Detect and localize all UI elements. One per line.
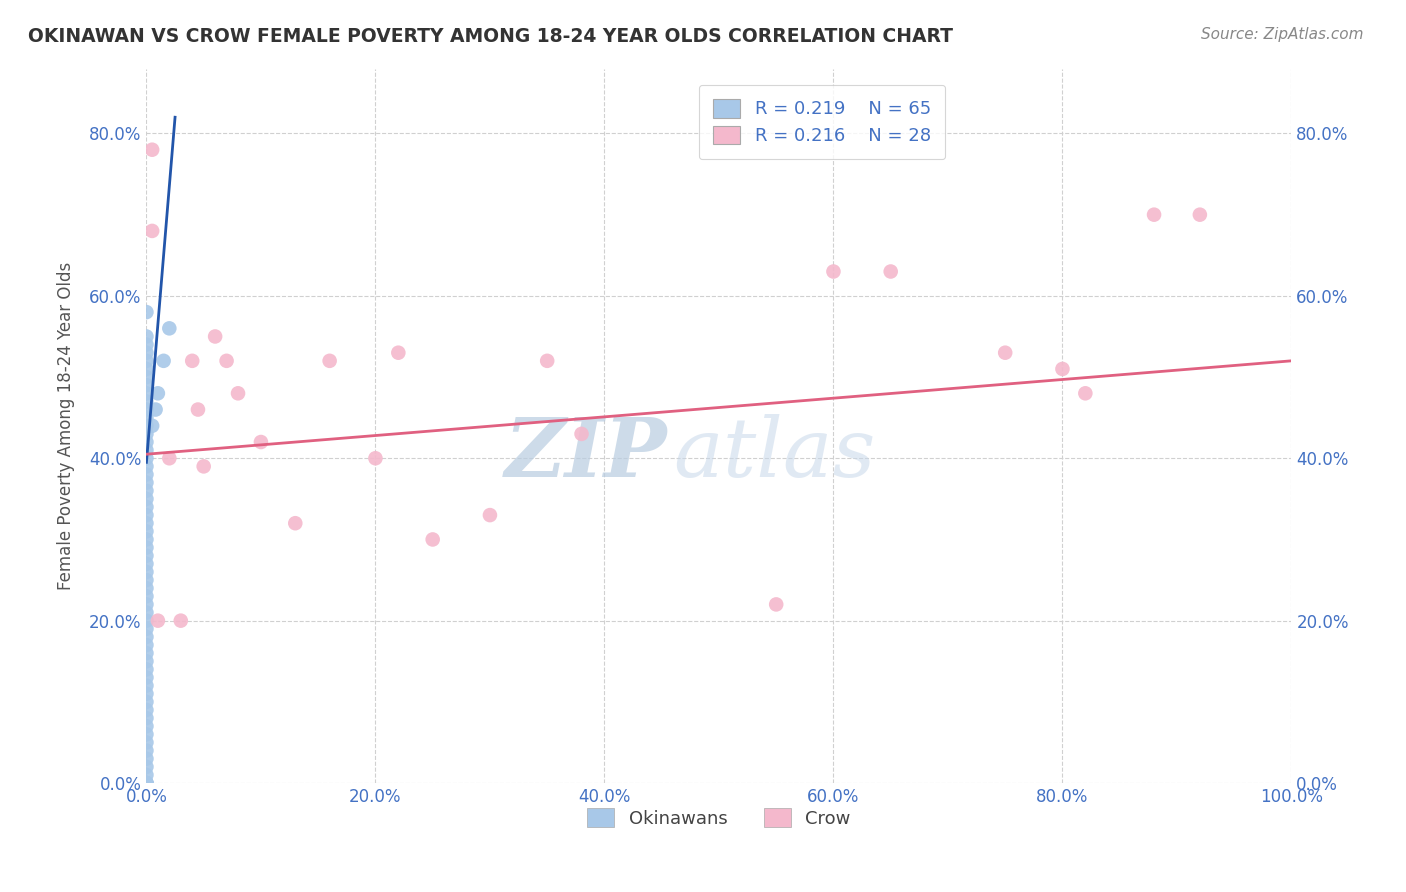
Point [204,329,226,343]
Point [135,743,157,757]
Point [135,630,157,644]
Point [135,345,157,359]
Point [135,598,157,612]
Point [141,224,163,238]
Point [135,483,157,498]
Point [135,679,157,693]
Point [135,776,157,790]
Point [284,516,307,531]
Point [135,614,157,628]
Point [879,264,901,278]
Point [135,719,157,733]
Point [141,418,163,433]
Point [135,581,157,595]
Point [135,703,157,717]
Point [193,459,215,474]
Point [387,345,409,359]
Point [135,776,157,790]
Point [135,394,157,409]
Point [135,354,157,368]
Point [187,402,209,417]
Point [215,354,238,368]
Point [226,386,249,401]
Point [135,638,157,652]
Point [135,451,157,466]
Point [135,329,157,343]
Point [152,354,174,368]
Point [135,573,157,587]
Point [135,491,157,506]
Point [135,435,157,450]
Point [135,410,157,425]
Point [135,687,157,701]
Point [135,370,157,384]
Point [135,426,157,441]
Point [135,662,157,676]
Point [478,508,501,522]
Point [157,321,180,335]
Point [135,695,157,709]
Point [135,760,157,774]
Point [135,443,157,458]
Point [135,524,157,539]
Text: OKINAWAN VS CROW FEMALE POVERTY AMONG 18-24 YEAR OLDS CORRELATION CHART: OKINAWAN VS CROW FEMALE POVERTY AMONG 18… [28,27,953,45]
Point [135,475,157,490]
Point [318,354,340,368]
Text: Source: ZipAtlas.com: Source: ZipAtlas.com [1201,27,1364,42]
Point [1143,208,1166,222]
Point [157,451,180,466]
Point [135,776,157,790]
Point [135,565,157,579]
Point [135,500,157,514]
Point [135,654,157,668]
Point [135,378,157,392]
Point [1052,362,1074,376]
Point [765,598,787,612]
Point [135,589,157,603]
Point [536,354,558,368]
Point [145,402,167,417]
Point [422,533,444,547]
Y-axis label: Female Poverty Among 18-24 Year Olds: Female Poverty Among 18-24 Year Olds [58,261,75,590]
Point [364,451,387,466]
Point [135,646,157,660]
Point [1074,386,1097,401]
Point [135,516,157,531]
Point [135,362,157,376]
Point [135,557,157,571]
Point [146,614,169,628]
Point [141,143,163,157]
Point [135,402,157,417]
Point [135,508,157,522]
Text: ZIP: ZIP [505,415,668,494]
Point [135,541,157,555]
Point [823,264,845,278]
Point [135,467,157,482]
Point [135,727,157,741]
Point [170,614,193,628]
Point [250,435,273,450]
Point [135,418,157,433]
Point [135,622,157,636]
Point [135,305,157,319]
Point [135,337,157,351]
Point [571,426,593,441]
Point [135,533,157,547]
Point [135,735,157,749]
Text: atlas: atlas [673,415,876,494]
Legend: Okinawans, Crow: Okinawans, Crow [581,801,858,835]
Point [146,386,169,401]
Point [135,386,157,401]
Point [1188,208,1211,222]
Point [135,549,157,563]
Point [994,345,1017,359]
Point [181,354,204,368]
Point [135,752,157,766]
Point [135,459,157,474]
Point [135,671,157,685]
Point [135,606,157,620]
Point [135,711,157,725]
Point [135,768,157,782]
Point [135,776,157,790]
